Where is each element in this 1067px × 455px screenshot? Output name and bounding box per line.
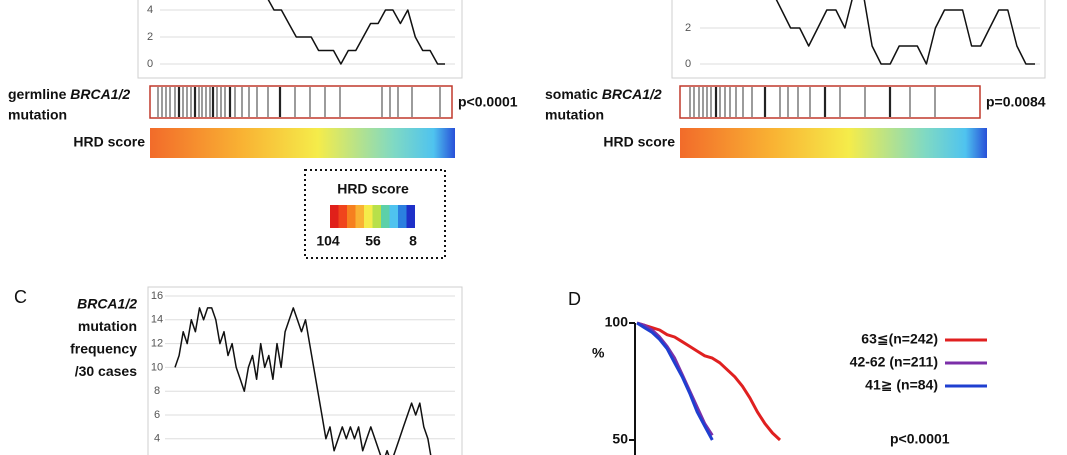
hrd-legend-title: HRD score (337, 181, 409, 197)
data-line (636, 321, 782, 442)
data-line (174, 307, 432, 455)
legend-label: 41≧ (n=84) (865, 377, 938, 393)
label-part: germline (8, 86, 70, 102)
hrd-swatch (389, 205, 398, 228)
hrd-label: HRD score (603, 134, 675, 150)
hrd-swatch (406, 205, 415, 228)
data-line (267, 0, 445, 65)
y-tick-label: 0 (685, 58, 691, 70)
germline-label: mutation (8, 107, 67, 123)
hrd-swatch (338, 205, 347, 228)
y-axis-label: % (592, 345, 605, 361)
y-tick-label: 50 (612, 431, 628, 447)
y-tick-label: 2 (685, 22, 691, 34)
panel-label: C (14, 287, 27, 307)
hrd-swatch (398, 205, 407, 228)
p-value: p=0.0084 (986, 94, 1046, 110)
label-part: somatic (545, 86, 602, 102)
hrd-gradient (150, 128, 455, 158)
hrd-legend-label: 56 (365, 233, 381, 249)
hrd-swatches (330, 205, 415, 228)
data-line (775, 0, 1035, 65)
y-tick-label: 0 (147, 58, 153, 70)
hrd-legend-label: 8 (409, 233, 417, 249)
panel-frame (137, 0, 463, 79)
data-line (636, 321, 714, 441)
gene: BRCA1/2 (602, 86, 662, 102)
hrd-swatch (372, 205, 381, 228)
legend-label: 63≦(n=242) (861, 331, 938, 347)
germline-label: germline BRCA1/2 (8, 86, 130, 102)
panel-label: D (568, 289, 581, 309)
frames (137, 0, 1046, 455)
hrd-legend-box (304, 169, 446, 259)
y-tick-label: 16 (151, 290, 163, 302)
y-tick-label: 4 (154, 433, 160, 445)
mutation-track (149, 85, 453, 119)
somatic-label: mutation (545, 107, 604, 123)
panel-frame (671, 0, 1046, 79)
y-tick-label: 2 (147, 31, 153, 43)
y-tick-label: 10 (151, 361, 163, 373)
y-axis-label: mutation (78, 318, 137, 334)
p-value: p<0.0001 (458, 94, 518, 110)
hrd-label: HRD score (73, 134, 145, 150)
somatic-label: somatic BRCA1/2 (545, 86, 662, 102)
y-tick-label: 4 (147, 4, 153, 16)
hrd-swatch (330, 205, 339, 228)
hrd-swatch (381, 205, 390, 228)
hrd-swatch (347, 205, 356, 228)
data-line (636, 321, 714, 437)
hrd-legend-label: 104 (316, 233, 340, 249)
y-tick-label: 100 (605, 314, 629, 330)
hrd-swatch (364, 205, 373, 228)
y-tick-label: 6 (154, 409, 160, 421)
y-tick-label: 14 (151, 314, 163, 326)
gene: BRCA1/2 (70, 86, 130, 102)
hrd-swatch (355, 205, 364, 228)
y-axis-label: BRCA1/2 (77, 296, 137, 312)
y-axis-label: frequency (70, 341, 137, 357)
y-tick-label: 8 (154, 385, 160, 397)
annotation: p<0.0001 (890, 431, 950, 447)
panel-frame (147, 286, 463, 455)
y-tick-label: 12 (151, 338, 163, 350)
legend-label: 42-62 (n=211) (850, 354, 938, 370)
y-axis-label: /30 cases (75, 363, 137, 379)
hrd-gradient (680, 128, 987, 158)
